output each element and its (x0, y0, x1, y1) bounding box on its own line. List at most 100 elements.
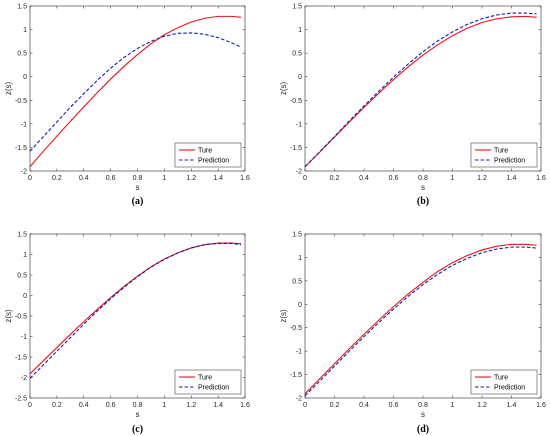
x-tick-label: 1.4 (507, 402, 517, 409)
x-tick-label: 1.6 (240, 402, 250, 409)
y-tick-label: 0 (23, 293, 27, 300)
x-tick-label: 0.6 (106, 402, 116, 409)
x-ticks: 0 0.2 0.4 0.6 0.8 1 1.2 1.4 1.6 (28, 234, 250, 409)
legend: Ture Prediction (174, 142, 242, 168)
x-tick-label: 1 (451, 175, 455, 182)
x-tick-label: 1.6 (240, 175, 250, 182)
y-tick-label: -2.5 (15, 396, 27, 403)
chart-panel-b: 0 0.2 0.4 0.6 0.8 1 1.2 1.4 1.6 -2 -1.5 -1 -0.5 0 0.5 1… (279, 4, 546, 208)
x-tick-label: 1 (451, 402, 455, 409)
y-tick-label: -1 (21, 121, 27, 128)
chart-panel-d: 0 0.2 0.4 0.6 0.8 1 1.2 1.4 1.6 -2 -1.5 -1 -0.5 0 0.5 1… (279, 232, 546, 436)
y-ticks: -2 -1.5 -1 -0.5 0 0.5 1 1.5 (290, 4, 541, 176)
series-line-ture (29, 15, 242, 168)
x-tick-label: 0.2 (330, 175, 340, 182)
x-tick-label: 1.4 (507, 175, 517, 182)
legend-label: Ture (198, 375, 212, 382)
legend-box (174, 142, 242, 168)
x-tick-label: 1.2 (477, 175, 487, 182)
x-tick-label: 1 (162, 175, 166, 182)
x-tick-label: 0.6 (389, 402, 399, 409)
y-tick-label: 1 (298, 255, 302, 262)
x-tick-label: 0.8 (418, 175, 428, 182)
legend-box (470, 369, 538, 395)
y-tick-label: 0.5 (292, 278, 302, 285)
x-axis-label: s (136, 410, 140, 419)
y-tick-label: -1 (21, 334, 27, 341)
x-tick-label: 1.6 (536, 402, 546, 409)
x-tick-label: 0.8 (418, 402, 428, 409)
x-axis-label: s (421, 410, 425, 419)
y-tick-label: 1 (23, 27, 27, 34)
x-tick-label: 0.4 (79, 175, 89, 182)
y-tick-label: 0 (298, 302, 302, 309)
panel-caption: (b) (417, 196, 429, 207)
legend-label: Ture (494, 375, 508, 382)
x-tick-label: 0 (28, 175, 32, 182)
y-tick-label: 1.5 (17, 232, 27, 239)
x-tick-label: 0.6 (389, 175, 399, 182)
legend-label: Prediction (494, 158, 525, 165)
y-tick-label: -2 (21, 169, 27, 176)
y-tick-label: -1.5 (15, 355, 27, 362)
y-axis-label: z(s) (279, 82, 288, 96)
y-axis-label: z(s) (4, 309, 13, 323)
x-ticks: 0 0.2 0.4 0.6 0.8 1 1.2 1.4 1.6 (303, 234, 546, 409)
y-tick-label: 0 (23, 74, 27, 81)
legend-box (174, 369, 242, 395)
legend: Ture Prediction (470, 369, 538, 395)
y-tick-label: -2 (296, 169, 302, 176)
series-line-prediction (304, 246, 537, 397)
panel-caption: (d) (417, 424, 429, 435)
x-tick-label: 1.2 (186, 175, 196, 182)
y-tick-label: -2 (21, 375, 27, 382)
x-axis-label: s (421, 183, 425, 192)
y-tick-label: -0.5 (15, 98, 27, 105)
y-tick-label: 1 (298, 27, 302, 34)
y-tick-label: 1.5 (292, 4, 302, 11)
x-tick-label: 0.8 (133, 402, 143, 409)
y-tick-label: 1 (23, 252, 27, 259)
x-tick-label: 0.4 (79, 402, 89, 409)
legend-label: Ture (198, 148, 212, 155)
legend-label: Ture (494, 148, 508, 155)
x-tick-label: 1.4 (213, 402, 223, 409)
series-line-prediction (29, 32, 242, 152)
y-tick-label: -1 (296, 349, 302, 356)
x-tick-label: 0.2 (52, 175, 62, 182)
y-tick-label: -2 (296, 396, 302, 403)
x-tick-label: 1.4 (213, 175, 223, 182)
y-ticks: -2 -1.5 -1 -0.5 0 0.5 1 1.5 (15, 4, 245, 176)
y-tick-label: -0.5 (290, 98, 302, 105)
y-ticks: -2.5 -2 -1.5 -1 -0.5 0 0.5 1 1.5 (15, 232, 245, 403)
y-tick-label: -1.5 (15, 145, 27, 152)
series-line-prediction (29, 242, 242, 379)
x-tick-label: 1.2 (477, 402, 487, 409)
series-line-ture (304, 243, 537, 395)
x-tick-label: 1 (162, 402, 166, 409)
y-tick-label: 0 (298, 74, 302, 81)
x-tick-label: 0.2 (330, 402, 340, 409)
y-tick-label: 0.5 (17, 51, 27, 58)
x-tick-label: 0.4 (359, 175, 369, 182)
legend-label: Prediction (494, 385, 525, 392)
y-ticks: -2 -1.5 -1 -0.5 0 0.5 1 1.5 (290, 232, 541, 403)
x-ticks: 0 0.2 0.4 0.6 0.8 1 1.2 1.4 1.6 (303, 6, 546, 182)
legend-label: Prediction (198, 158, 229, 165)
y-tick-label: 0.5 (292, 51, 302, 58)
x-tick-label: 0 (28, 402, 32, 409)
y-tick-label: -1 (296, 121, 302, 128)
chart-panel-a: 0 0.2 0.4 0.6 0.8 1 1.2 1.4 1.6 -2 -1.5 -1 -0.5 0 0.5 1… (4, 4, 250, 208)
y-tick-label: 1.5 (17, 4, 27, 11)
legend: Ture Prediction (174, 369, 242, 395)
x-tick-label: 0 (303, 175, 307, 182)
panel-caption: (a) (132, 196, 144, 207)
y-axis-label: z(s) (4, 82, 13, 96)
y-tick-label: 1.5 (292, 232, 302, 239)
legend-box (470, 142, 538, 168)
x-tick-label: 1.2 (186, 402, 196, 409)
panel-caption: (c) (132, 424, 143, 435)
y-tick-label: 0.5 (17, 273, 27, 280)
y-tick-label: -1.5 (290, 145, 302, 152)
